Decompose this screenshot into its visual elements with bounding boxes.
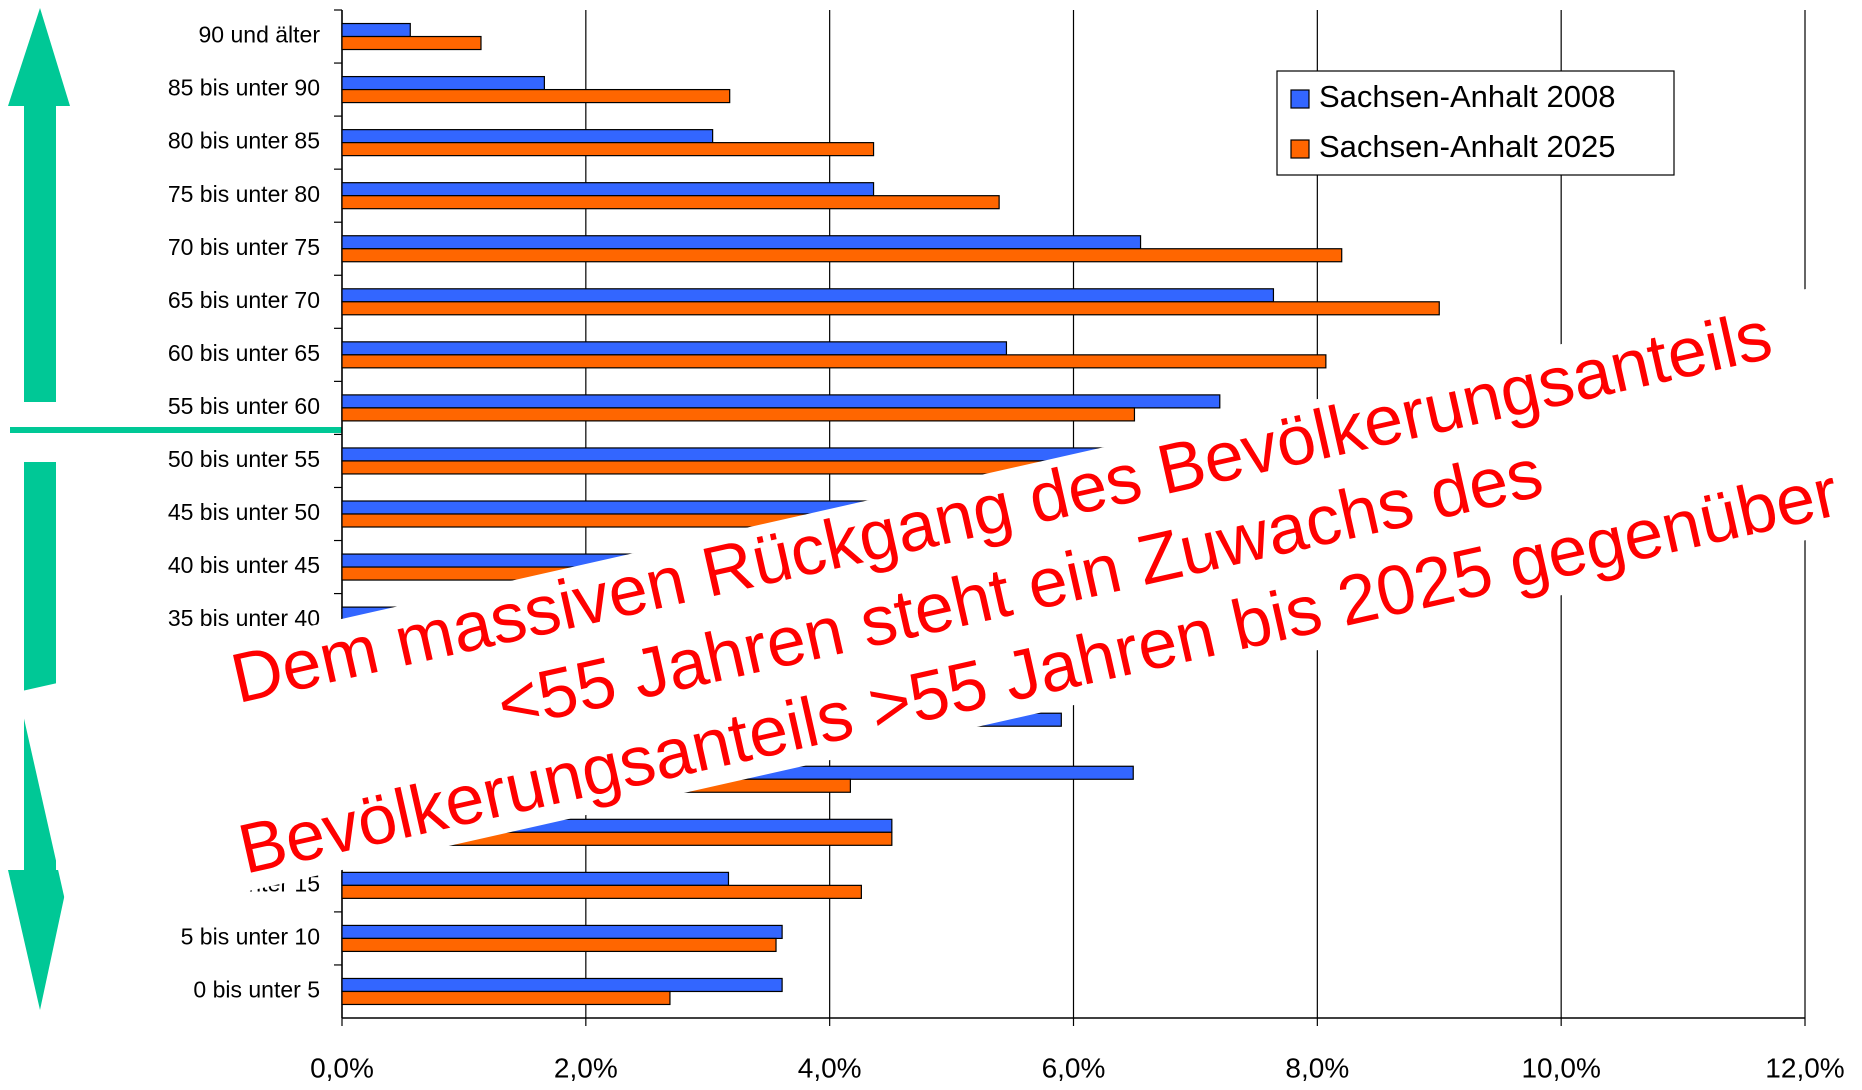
bar — [341, 195, 1000, 210]
legend-label: Sachsen-Anhalt 2008 — [1319, 79, 1615, 114]
y-tick-label: 70 bis unter 75 — [168, 234, 320, 260]
y-tick-label: 50 bis unter 55 — [168, 446, 320, 472]
legend-label: Sachsen-Anhalt 2025 — [1319, 129, 1615, 164]
y-tick-label: 90 und älter — [199, 22, 321, 48]
y-tick-label: 0 bis unter 5 — [193, 977, 320, 1003]
y-tick-label: 80 bis unter 85 — [168, 128, 320, 154]
bar — [341, 248, 1343, 263]
annotation-band — [17, 230, 1862, 931]
bar — [341, 394, 1221, 409]
bar — [341, 142, 875, 157]
legend-swatch — [1290, 139, 1310, 159]
y-tick-label: 55 bis unter 60 — [168, 393, 320, 419]
y-tick-label: 65 bis unter 70 — [168, 287, 320, 313]
bar — [341, 129, 714, 144]
up-arrow — [8, 8, 70, 402]
x-tick-label: 8,0% — [1285, 1052, 1349, 1083]
bar — [341, 407, 1136, 422]
y-tick-label: 85 bis unter 90 — [168, 75, 320, 101]
bar — [341, 88, 731, 104]
x-tick-label: 2,0% — [554, 1052, 618, 1083]
bar — [341, 235, 1142, 250]
bar — [341, 990, 671, 1006]
bar — [341, 871, 730, 886]
bar — [341, 924, 783, 940]
bar — [341, 354, 1327, 369]
annotation: Dem massiven Rückgang des Bevölkerungsan… — [17, 230, 1862, 931]
bar — [341, 182, 875, 197]
y-tick-label: 75 bis unter 80 — [168, 181, 320, 207]
bar — [341, 22, 411, 38]
bar — [341, 341, 1008, 356]
bar — [341, 460, 1050, 475]
x-tick-label: 6,0% — [1042, 1052, 1106, 1083]
bar — [341, 75, 545, 91]
bar — [341, 937, 777, 953]
y-tick-label: 40 bis unter 45 — [168, 552, 320, 578]
y-tick-label: 5 bis unter 10 — [181, 923, 320, 949]
x-tick-label: 12,0% — [1765, 1052, 1844, 1083]
y-tick-label: 45 bis unter 50 — [168, 499, 320, 525]
legend-box — [1276, 70, 1675, 176]
legend-swatch — [1290, 89, 1310, 109]
x-tick-label: 0,0% — [310, 1052, 374, 1083]
x-tick-label: 10,0% — [1521, 1052, 1600, 1083]
bar — [341, 884, 862, 899]
bar — [341, 301, 1440, 316]
x-tick-label: 4,0% — [798, 1052, 862, 1083]
y-tick-label: 60 bis unter 65 — [168, 340, 320, 366]
y-tick-label: 35 bis unter 40 — [168, 605, 320, 631]
bar — [341, 35, 482, 51]
bar — [341, 288, 1275, 303]
bar — [341, 977, 783, 993]
